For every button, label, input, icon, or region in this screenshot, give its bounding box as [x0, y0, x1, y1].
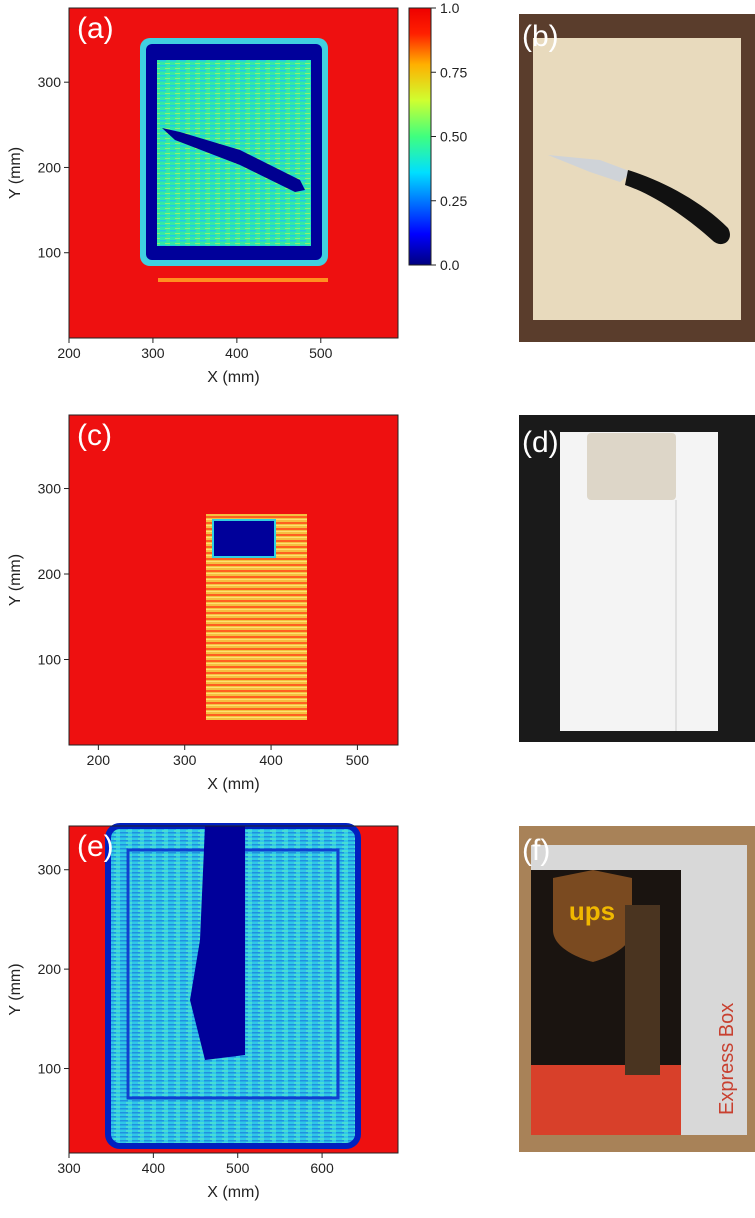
colorbar-tick-label: 0.50: [440, 129, 467, 145]
x-tick-label: 500: [309, 345, 333, 361]
x-axis-label: X (mm): [207, 1184, 259, 1201]
y-axis-label: Y (mm): [7, 554, 24, 606]
x-tick-label: 300: [141, 345, 165, 361]
y-tick-label: 100: [38, 652, 62, 668]
x-axis-label: X (mm): [207, 776, 259, 793]
colorbar: [409, 8, 431, 265]
panel-label: (a): [77, 12, 114, 45]
x-tick-label: 300: [173, 752, 197, 768]
panel-label: (d): [522, 426, 559, 459]
colorbar-tick-label: 1.0: [440, 0, 460, 16]
y-tick-label: 200: [38, 159, 62, 175]
panel-label: (f): [522, 834, 550, 867]
x-tick-label: 500: [346, 752, 370, 768]
photo-d: (d): [519, 415, 755, 742]
photo-f: ups Express Box (f): [519, 826, 755, 1152]
x-tick-label: 400: [259, 752, 283, 768]
colorbar-tick-label: 0.25: [440, 193, 467, 209]
heatmap-a: [69, 8, 398, 338]
page: (b) (d) ups Express Box (f) 200 300 400 500…: [0, 0, 755, 1218]
y-tick-label: 300: [38, 74, 62, 90]
panel-label: (c): [77, 419, 112, 452]
x-tick-label: 300: [57, 1160, 81, 1176]
y-tick-label: 200: [38, 961, 62, 977]
x-tick-label: 200: [87, 752, 111, 768]
x-tick-label: 400: [142, 1160, 166, 1176]
y-tick-label: 200: [38, 566, 62, 582]
panel-label: (b): [522, 20, 559, 53]
figure: (b) (d) ups Express Box (f) 200 300 400 500…: [0, 0, 755, 1213]
y-axis-label: Y (mm): [7, 963, 24, 1015]
y-tick-label: 100: [38, 245, 62, 261]
colorbar-tick-label: 0.0: [440, 257, 460, 273]
y-tick-label: 100: [38, 1061, 62, 1077]
colorbar-tick-label: 0.75: [440, 64, 467, 80]
x-tick-label: 400: [225, 345, 249, 361]
panel-label: (e): [77, 830, 114, 863]
box-text: Express Box: [716, 1003, 738, 1115]
x-tick-label: 200: [57, 345, 81, 361]
x-tick-label: 600: [310, 1160, 334, 1176]
y-axis-label: Y (mm): [7, 147, 24, 199]
heatmap-e: [69, 826, 398, 1153]
x-tick-label: 500: [226, 1160, 250, 1176]
photo-b: (b): [519, 14, 755, 342]
heatmap-c: [69, 415, 398, 745]
ups-logo: ups: [569, 896, 615, 926]
y-tick-label: 300: [38, 481, 62, 497]
x-axis-label: X (mm): [207, 369, 259, 386]
y-tick-label: 300: [38, 862, 62, 878]
